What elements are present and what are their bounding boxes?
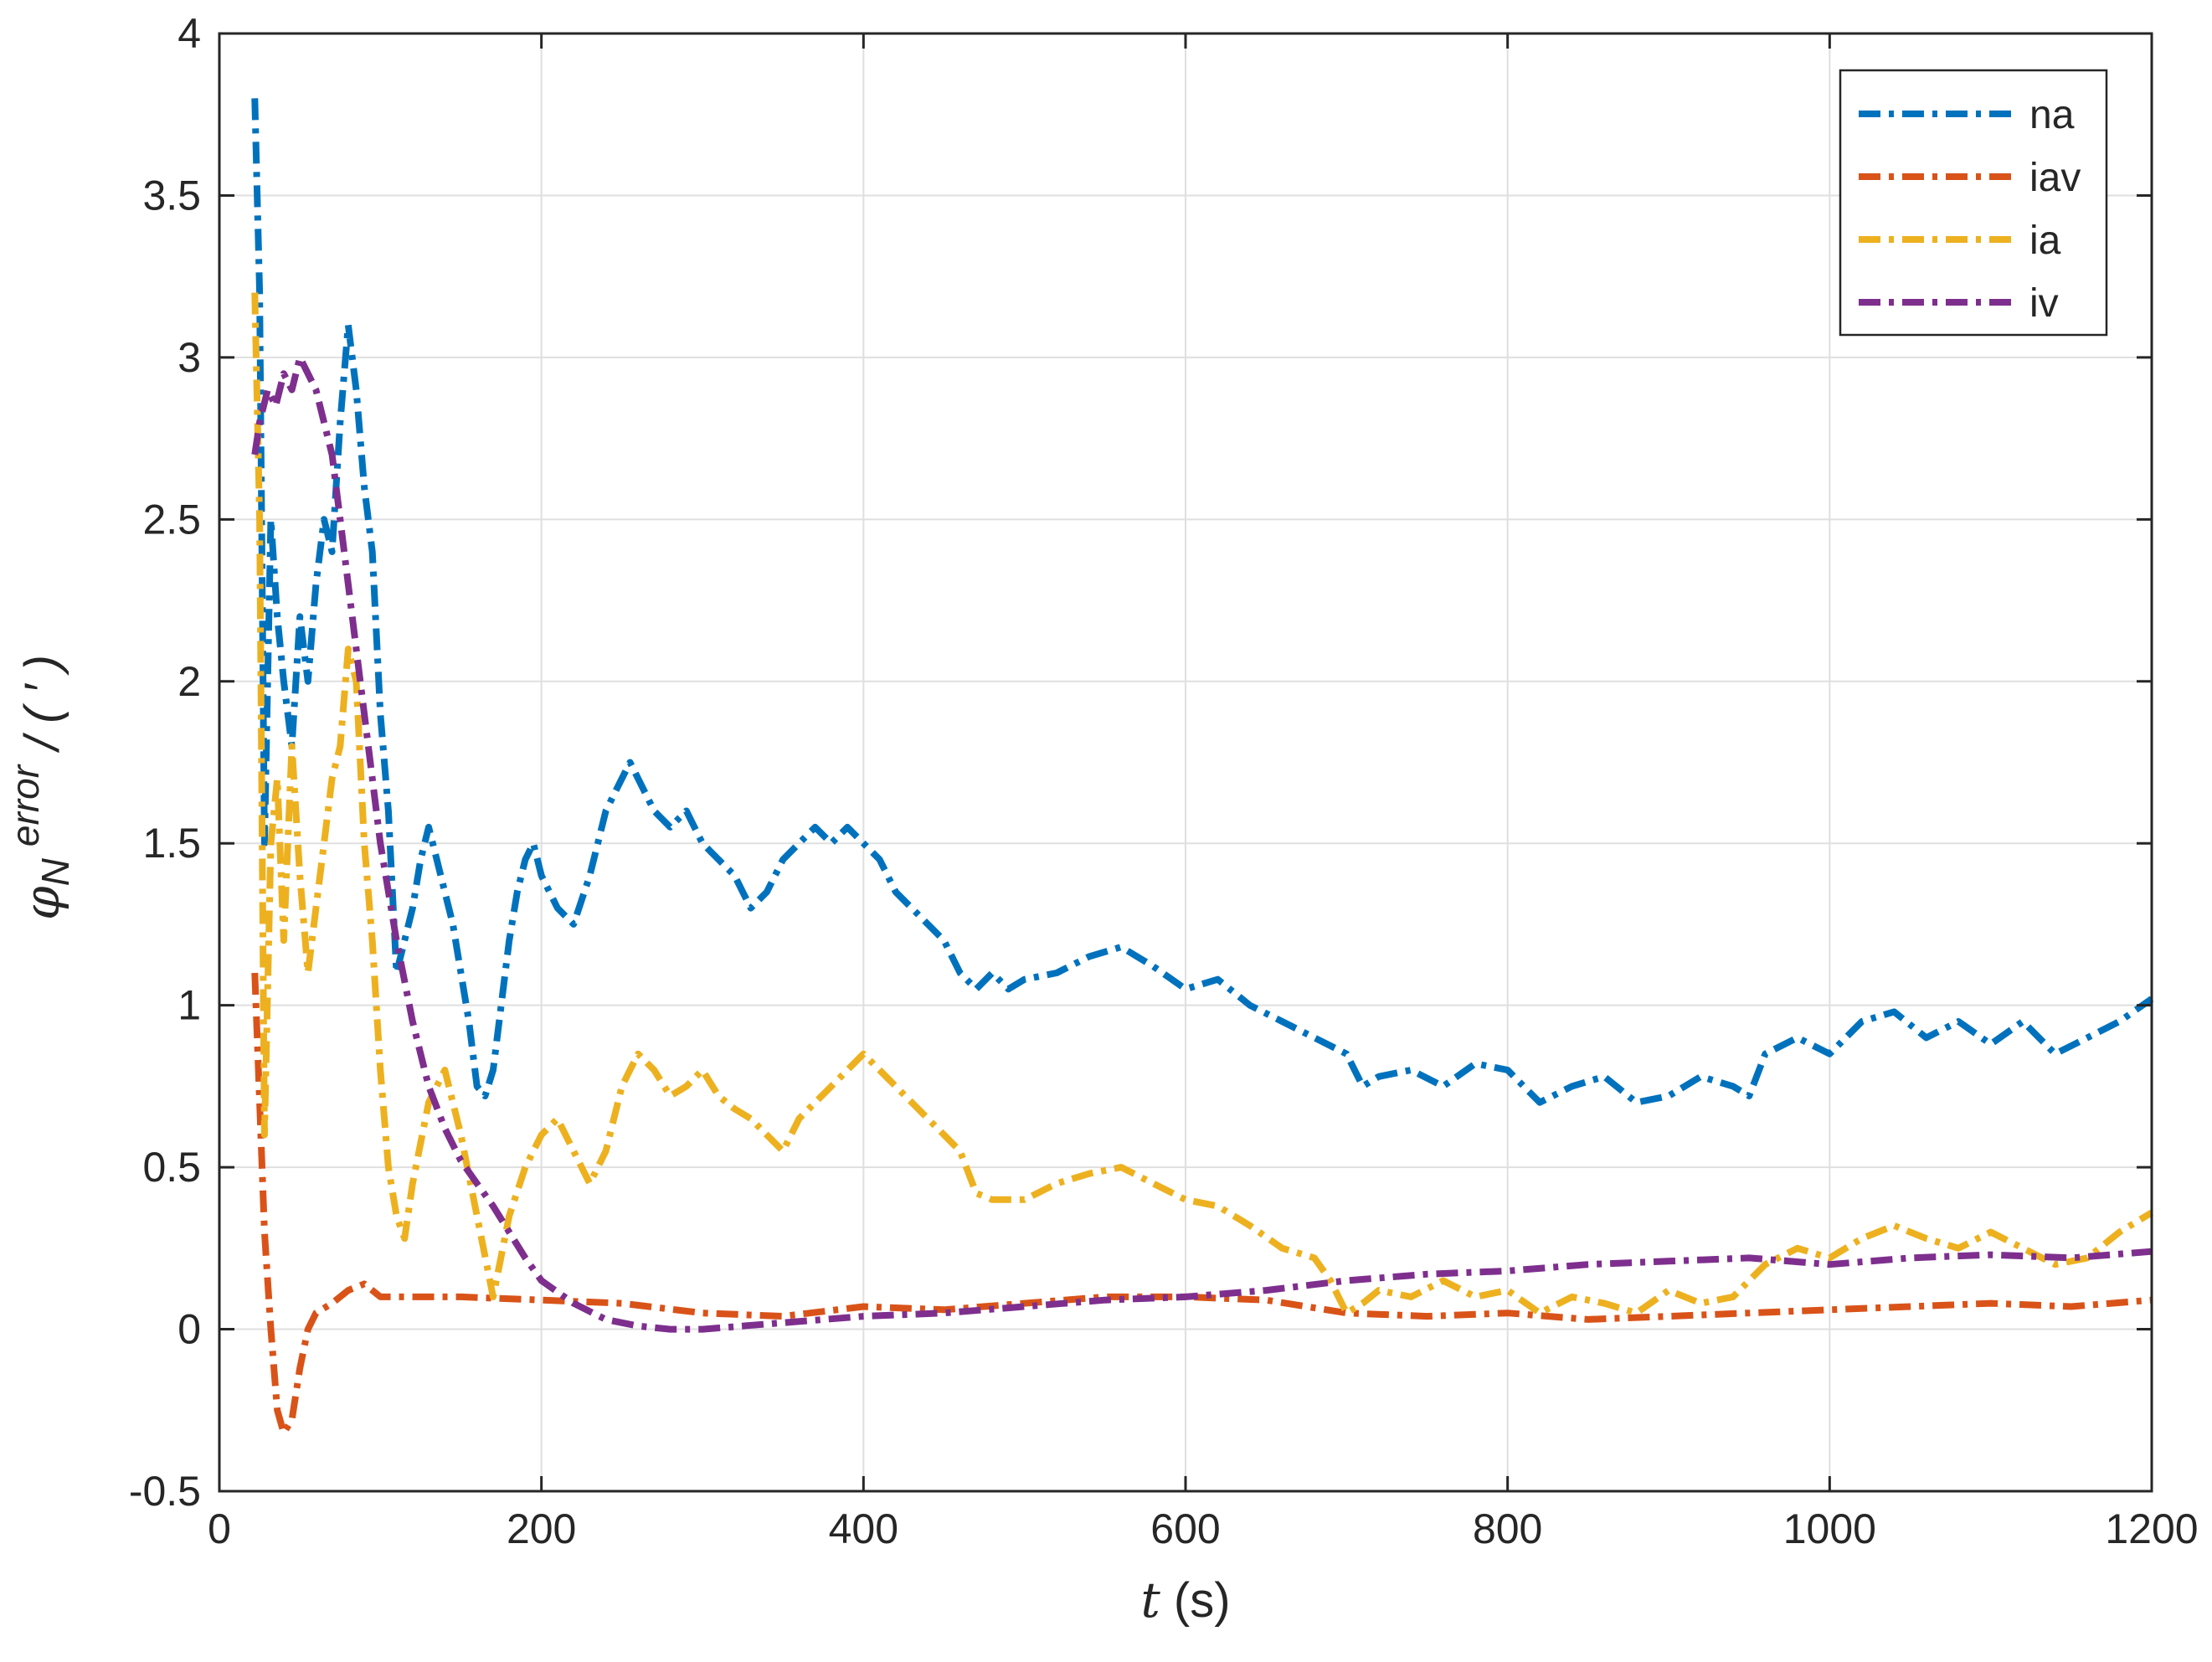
x-tick-label: 0	[208, 1505, 231, 1552]
series-line-ia	[251, 292, 2154, 1317]
y-tick-label: 1	[177, 982, 201, 1029]
y-tick-label: -0.5	[129, 1468, 201, 1515]
x-tick-label: 400	[829, 1505, 898, 1552]
x-tick-label: 800	[1473, 1505, 1542, 1552]
x-tick-label: 600	[1150, 1505, 1220, 1552]
x-axis-label: t (s)	[1140, 1572, 1230, 1629]
legend-label-ia: ia	[2029, 219, 2061, 263]
series-line-na	[251, 98, 2154, 1106]
series-line-iv	[251, 353, 2153, 1333]
y-axis-label: φNerror/ ( ′ )	[3, 655, 77, 920]
x-tick-label: 1000	[1783, 1505, 1876, 1552]
y-tick-label: 3.5	[142, 172, 201, 219]
legend-label-iav: iav	[2029, 156, 2081, 200]
legend-entries: na iav ia iv	[1859, 93, 2081, 326]
legend-box	[1839, 69, 2108, 337]
x-tick-label: 200	[507, 1505, 576, 1552]
series-lines	[251, 98, 2154, 1437]
y-tick-label: 4	[177, 10, 201, 57]
y-tick-label: 3	[177, 334, 201, 381]
y-tick-label: 2.5	[142, 496, 201, 543]
y-tick-label: 1.5	[142, 820, 201, 867]
y-tick-label: 0.5	[142, 1144, 201, 1191]
legend: na iav ia iv	[1839, 69, 2108, 337]
y-tick-label: 0	[177, 1306, 201, 1353]
y-tick-label: 2	[177, 658, 201, 705]
legend-label-na: na	[2029, 93, 2075, 137]
axis-ticks: 0 200 400 600 800 1000 1200-0.500.511.522.533.…	[129, 10, 2199, 1552]
legend-label-iv: iv	[2029, 281, 2059, 326]
x-tick-label: 1200	[2105, 1505, 2198, 1552]
